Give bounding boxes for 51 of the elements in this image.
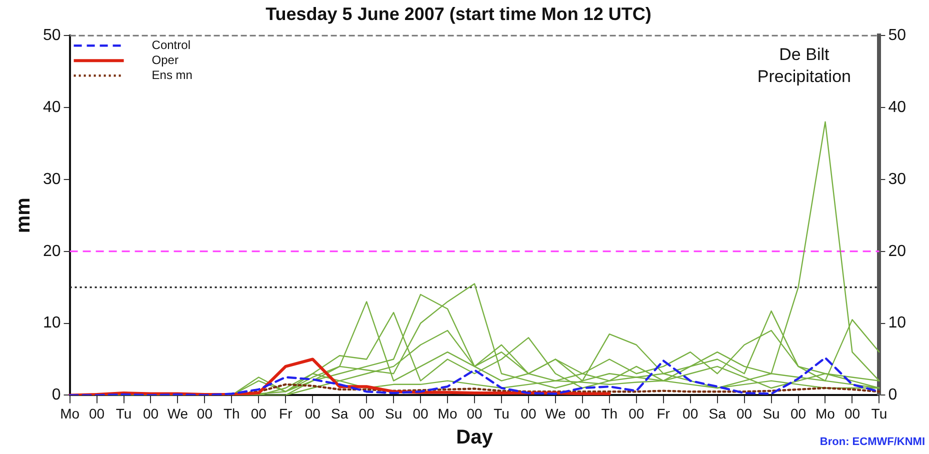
x-tick-label: 00 (466, 405, 482, 422)
y-axis-title: mm (12, 198, 35, 234)
text: Bron: ECMWF/KNMI (820, 436, 925, 448)
y2-tick-label: 40 (888, 98, 906, 116)
x-tick-label: 00 (142, 405, 159, 422)
x-tick-label: We (167, 405, 188, 422)
x-tick-label: Tu (494, 405, 510, 422)
x-tick-label: Fr (656, 405, 670, 422)
legend-label: Oper (152, 52, 178, 67)
x-tick-label: 00 (736, 405, 752, 422)
x-tick-label: Tu (116, 405, 132, 422)
legend-label: Control (152, 38, 190, 52)
x-tick-label: Tu (871, 405, 888, 422)
x-tick-label: Mo (60, 405, 80, 422)
x-tick-label: Sa (331, 405, 348, 422)
x-tick-label: 00 (88, 405, 105, 422)
x-tick-label: 00 (628, 405, 644, 422)
x-tick-label: 00 (358, 405, 375, 422)
x-tick-label: Mo (816, 405, 836, 422)
x-axis-title: Day (456, 426, 494, 449)
annotation: De Bilt Precipitation (756, 44, 852, 88)
y2-tick-label: 50 (888, 27, 906, 44)
chart-title: Tuesday 5 June 2007 (start time Mon 12 UTC) (266, 4, 652, 24)
x-tick-label: 00 (574, 405, 590, 422)
x-tick-label: 00 (682, 405, 698, 422)
x-tick-label: 00 (412, 405, 429, 422)
x-tick-label: Mo (438, 405, 458, 422)
y2-tick-label: 0 (888, 386, 898, 404)
x-tick-label: 00 (250, 405, 267, 422)
x-tick-label: Th (601, 405, 618, 422)
y-tick-label: 50 (43, 27, 61, 44)
y2-tick-label: 20 (888, 242, 906, 260)
y-tick-label: 10 (43, 314, 61, 332)
x-tick-label: 00 (196, 405, 213, 422)
x-tick-label: We (545, 405, 566, 422)
y-tick-label: 20 (43, 242, 61, 260)
y-tick-label: 30 (43, 170, 61, 188)
y2-tick-label: 10 (888, 314, 906, 332)
legend-label: Ens mn (152, 68, 192, 82)
x-tick-label: 00 (844, 405, 860, 422)
x-tick-label: 00 (790, 405, 806, 422)
x-tick-label: 00 (304, 405, 321, 422)
x-tick-label: 00 (520, 405, 536, 422)
y2-tick-label: 30 (888, 170, 906, 188)
x-tick-label: Th (224, 405, 240, 422)
y-tick-label: 0 (52, 386, 61, 404)
x-tick-label: Su (384, 405, 402, 422)
x-tick-label: Sa (708, 405, 726, 422)
x-tick-label: Fr (279, 405, 293, 422)
y-tick-label: 40 (43, 98, 61, 116)
x-tick-label: Su (762, 405, 780, 422)
